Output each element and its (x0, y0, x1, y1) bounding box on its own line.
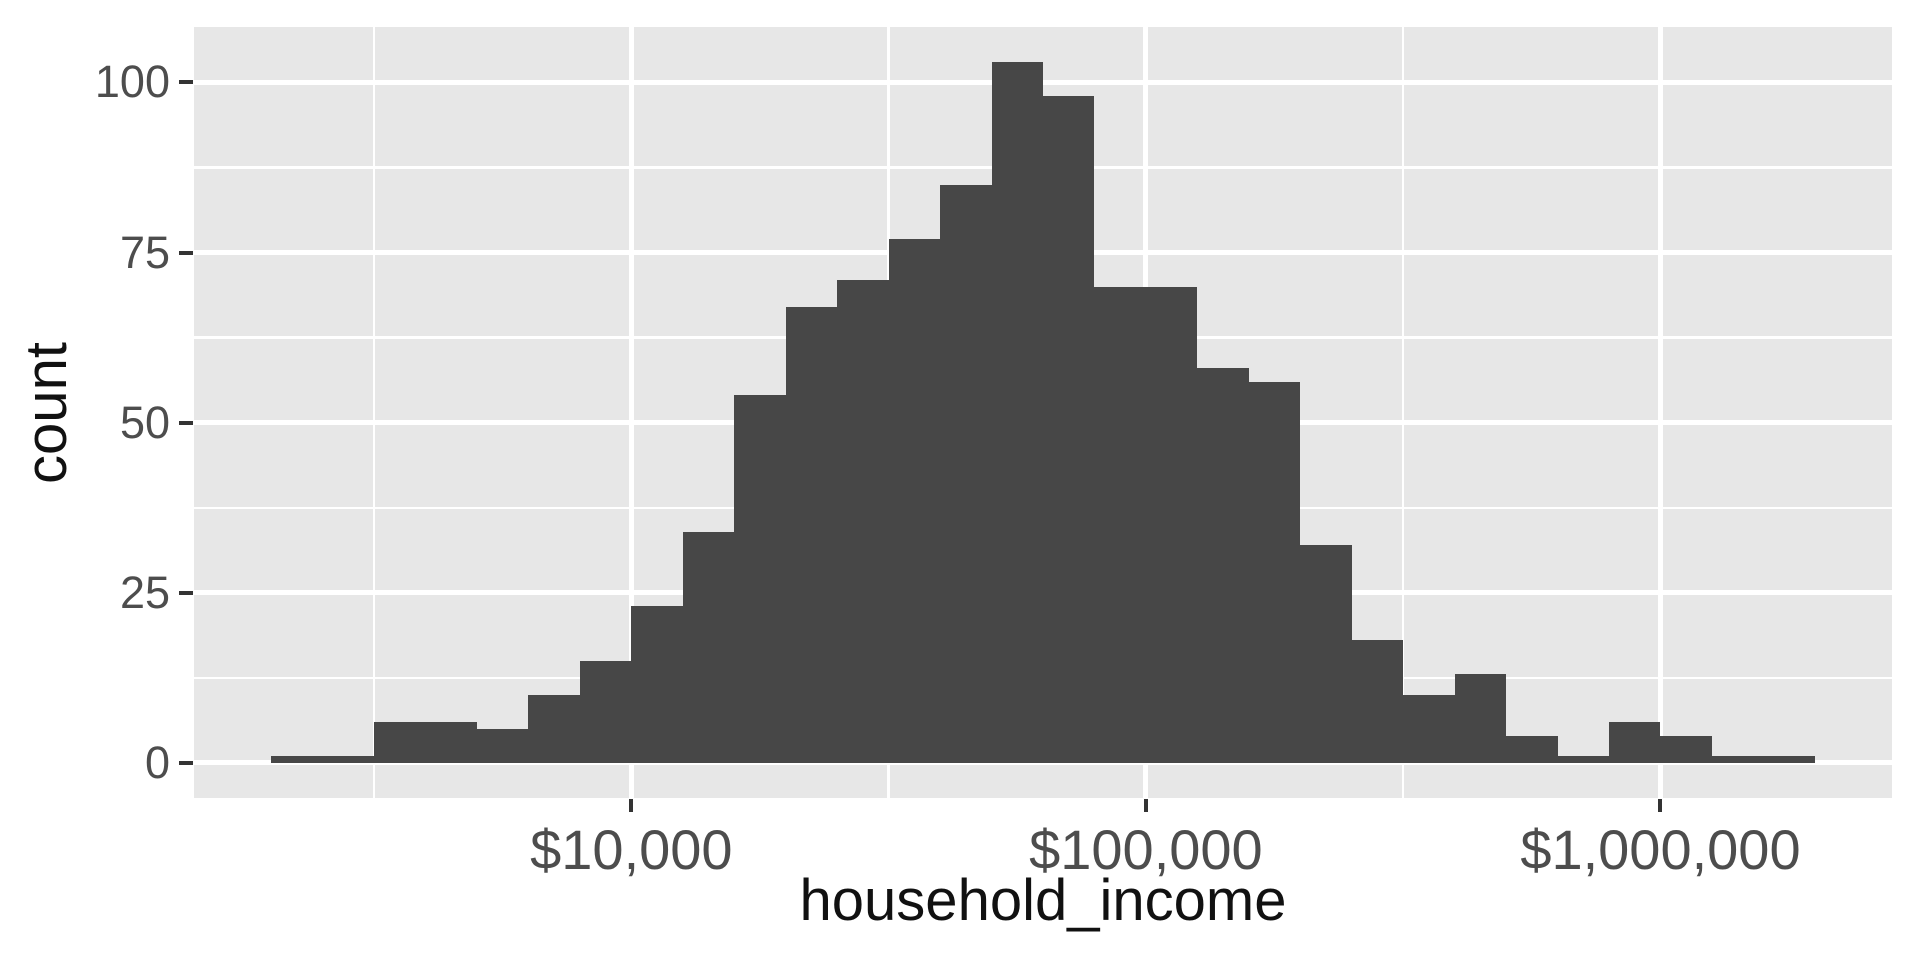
histogram-bar (1043, 96, 1095, 763)
plot-panel (194, 27, 1892, 798)
histogram-bar (1763, 756, 1815, 763)
histogram-bar (1506, 735, 1558, 763)
histogram-bar (785, 307, 838, 763)
y-axis-tick (179, 760, 193, 765)
histogram-bar (1300, 545, 1352, 763)
x-axis-tick (629, 799, 634, 812)
histogram-bar (322, 756, 375, 763)
histogram-bar (1403, 694, 1455, 763)
y-axis-tick (179, 590, 193, 595)
histogram-bar (837, 279, 889, 763)
histogram-bar (631, 606, 683, 763)
grid-major-horizontal (194, 79, 1892, 85)
grid-major-vertical (1657, 27, 1663, 798)
histogram-bar (271, 756, 323, 763)
histogram-bar (1197, 368, 1249, 763)
x-tick-label: $10,000 (530, 818, 733, 881)
histogram-bar (1145, 286, 1198, 763)
histogram-bar (477, 728, 529, 763)
histogram-bar (579, 660, 632, 763)
histogram-bar (991, 62, 1043, 763)
histogram-bar (888, 238, 941, 763)
histogram-bar (425, 722, 477, 763)
histogram-bar (1454, 674, 1507, 763)
y-tick-label: 0 (144, 736, 170, 788)
x-tick-label: $100,000 (1029, 818, 1263, 881)
y-tick-label: 100 (94, 56, 170, 108)
histogram-bar (1711, 756, 1764, 763)
grid-major-horizontal (194, 760, 1892, 766)
grid-major-vertical (628, 27, 634, 798)
y-tick-label: 25 (119, 566, 170, 618)
histogram-bar (1248, 381, 1301, 763)
histogram-bar (940, 184, 992, 763)
histogram-bar (528, 694, 580, 763)
x-axis-tick (1143, 799, 1148, 812)
grid-minor-vertical (1401, 27, 1405, 798)
x-axis-title: household_income (799, 868, 1287, 933)
y-axis-tick (179, 80, 193, 85)
histogram-bar (374, 722, 426, 763)
x-axis-tick (1658, 799, 1663, 812)
histogram-bar (682, 531, 735, 763)
y-tick-label: 50 (119, 396, 170, 448)
histogram-bar (1660, 735, 1712, 763)
grid-minor-vertical (372, 27, 376, 798)
histogram-bar (734, 395, 786, 763)
y-tick-label: 75 (119, 226, 170, 278)
histogram-bar (1094, 286, 1146, 763)
histogram-bar (1557, 756, 1609, 763)
histogram-bar (1609, 722, 1661, 763)
y-axis-tick (179, 420, 193, 425)
y-axis-tick (179, 250, 193, 255)
histogram-bar (1351, 640, 1404, 763)
x-tick-label: $1,000,000 (1520, 818, 1801, 881)
